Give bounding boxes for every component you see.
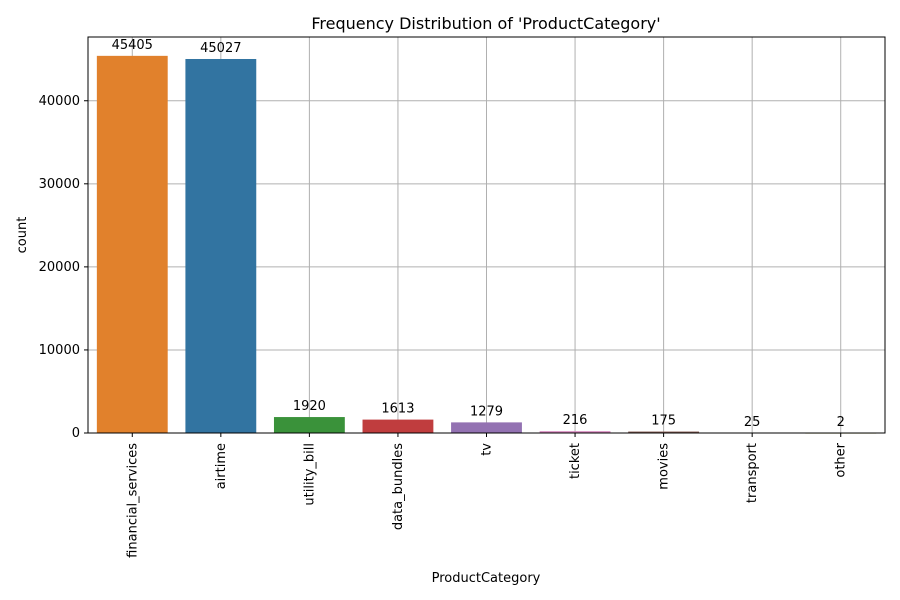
x-axis-label: ProductCategory [432, 571, 541, 586]
data-label-ticket: 216 [563, 413, 588, 428]
x-tick-label-tv: tv [480, 443, 495, 456]
chart-title: Frequency Distribution of 'ProductCatego… [311, 14, 660, 33]
bar-utility_bill [273, 417, 345, 433]
bar-data_bundles [362, 419, 434, 433]
y-tick-label: 20000 [39, 260, 80, 275]
data-label-movies: 175 [651, 414, 676, 429]
bar-financial_services [96, 55, 168, 433]
y-tick-label: 10000 [39, 343, 80, 358]
data-labels: 45405 45027 1920 1613 1279 216 175 25 2 [112, 38, 845, 430]
data-label-airtime: 45027 [200, 41, 241, 56]
x-tick-label-other: other [834, 442, 849, 477]
x-tick-label-transport: transport [745, 443, 760, 503]
x-axis: financial_services airtime utility_bill dat… [125, 433, 849, 558]
x-tick-label-movies: movies [657, 443, 672, 490]
y-tick-label: 30000 [39, 177, 80, 192]
bar-movies [628, 431, 700, 433]
x-tick-label-financial_services: financial_services [125, 443, 140, 558]
data-label-transport: 25 [744, 415, 761, 430]
data-label-other: 2 [837, 415, 845, 430]
y-axis-label: count [15, 217, 30, 254]
data-label-financial_services: 45405 [112, 38, 153, 53]
bar-airtime [185, 58, 257, 433]
x-tick-label-airtime: airtime [214, 443, 229, 489]
bar-tv [451, 422, 522, 433]
x-tick-label-utility_bill: utility_bill [302, 443, 317, 506]
y-tick-label: 40000 [39, 94, 80, 109]
data-label-tv: 1279 [470, 404, 503, 419]
x-tick-label-ticket: ticket [568, 443, 583, 479]
bars [96, 55, 877, 434]
y-axis: 0 10000 20000 30000 40000 [39, 94, 88, 441]
bar-ticket [539, 431, 611, 433]
data-label-data_bundles: 1613 [381, 402, 414, 417]
y-tick-label: 0 [72, 426, 80, 441]
data-label-utility_bill: 1920 [293, 399, 326, 414]
x-tick-label-data_bundles: data_bundles [391, 443, 406, 530]
